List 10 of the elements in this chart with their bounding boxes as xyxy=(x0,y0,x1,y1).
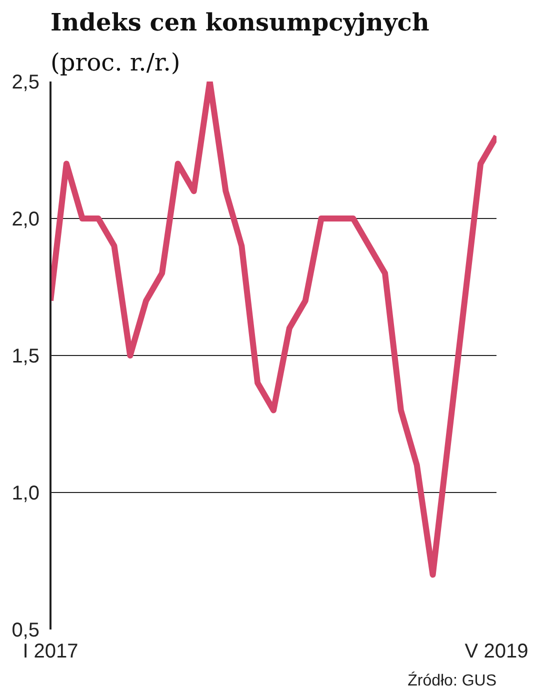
y-tick-label: 1,5 xyxy=(12,346,40,368)
y-tick-label: 2,0 xyxy=(12,208,40,230)
y-tick-label: 2,5 xyxy=(12,72,40,94)
chart-subtitle: (proc. r./r.) xyxy=(50,48,180,76)
y-tick-label: 0,5 xyxy=(12,620,40,642)
chart-title: Indeks cen konsumpcyjnych xyxy=(50,8,430,36)
y-tick-label: 1,0 xyxy=(12,482,40,504)
x-tick-label: V 2019 xyxy=(464,640,528,662)
x-tick-label: I 2017 xyxy=(22,640,78,662)
text: Źródło: GUS xyxy=(408,672,497,690)
